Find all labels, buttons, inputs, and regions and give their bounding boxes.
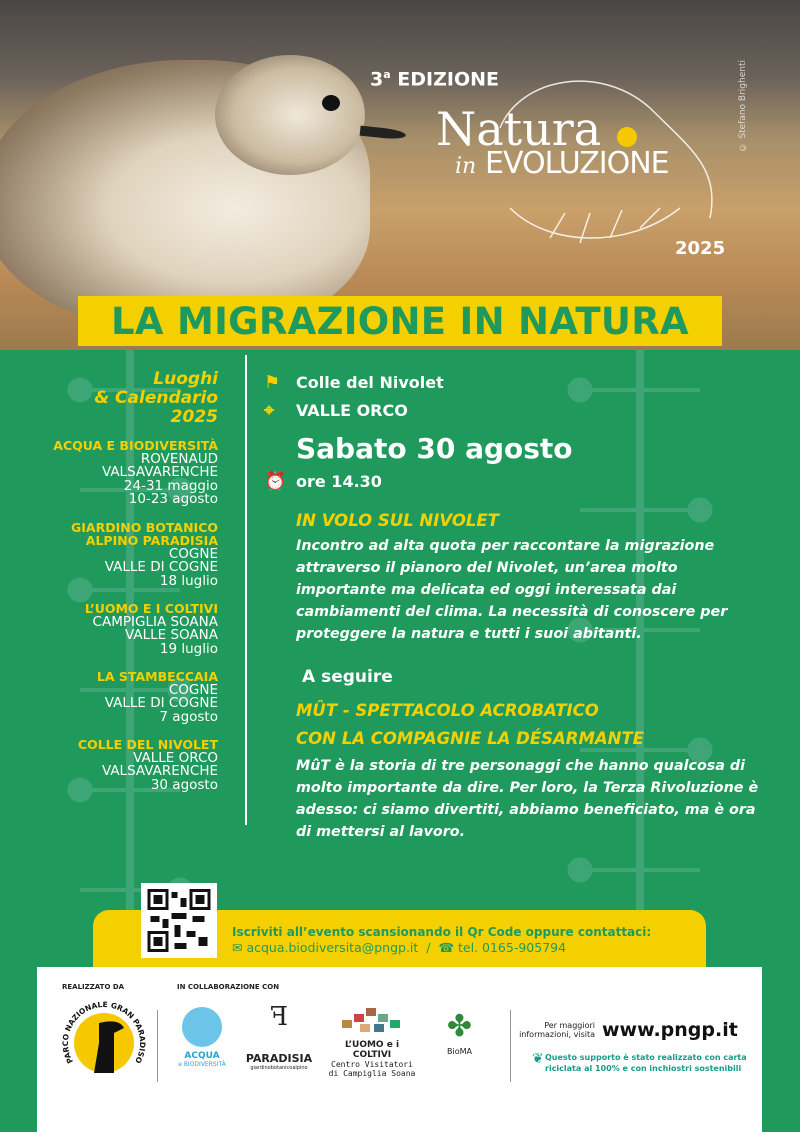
location-item: LA STAMBECCAIA COGNE VALLE DI COGNE 7 agos…	[96, 669, 218, 725]
partner-acqua: ACQUA e BIODIVERSITÀ	[172, 1007, 232, 1068]
eco-notice: Questo supporto è stato realizzato con c…	[545, 1053, 747, 1073]
logo-natura: Natura	[436, 102, 602, 156]
event-valley: VALLE ORCO	[296, 400, 408, 420]
location-item: COLLE DEL NIVOLET VALLE ORCO VALSAVARENCH…	[77, 737, 218, 793]
registration-contacts: ✉ acqua.biodiversita@pngp.it / ☎ tel. 01…	[232, 940, 566, 955]
ibex-sun-icon	[617, 127, 637, 147]
qr-code-pattern	[147, 889, 211, 952]
event-date: Sabato 30 agosto	[296, 432, 573, 465]
collab-label: IN COLLABORAZIONE CON	[177, 983, 280, 991]
event-time: ore 14.30	[296, 471, 382, 491]
activity-title-1: IN VOLO SUL NIVOLET	[296, 511, 499, 530]
phone-icon: ☎	[438, 940, 455, 955]
footer: REALIZZATO DA IN COLLABORAZIONE CON PARC…	[37, 967, 762, 1132]
following-label: A seguire	[302, 667, 393, 687]
activity-title-2b: CON LA COMPAGNIE LA DÉSARMANTE	[296, 729, 645, 748]
bird-beak	[359, 125, 407, 141]
decorative-dna-left	[67, 350, 193, 930]
activity-description-1: Incontro ad alta quota per raccontare la…	[296, 538, 728, 642]
logo-evoluzione: EVOLUZIONE	[485, 146, 670, 181]
header-photo: 3a EDIZIONE Natura in EVOLUZIONE © Stefa…	[0, 0, 800, 350]
bird-head	[215, 55, 365, 175]
location-item: GIARDINO BOTANICO ALPINO PARADISIA COGNE V…	[71, 519, 218, 589]
leaf-icon: ❦	[532, 1051, 544, 1067]
bird-eye	[322, 95, 340, 111]
website-link[interactable]: www.pngp.it	[602, 1019, 738, 1041]
festival-logo-drawing	[499, 80, 713, 244]
registration-text: Iscriviti all’evento scansionando il Qr …	[232, 925, 652, 939]
email-link[interactable]: acqua.biodiversita@pngp.it	[246, 940, 419, 955]
separator: /	[426, 940, 431, 955]
activity-title-2a: MÛT - SPETTACOLO ACROBATICO	[296, 701, 599, 720]
partner-uomo-coltivi: L’UOMO e i COLTIVI Centro Visitatori di Ca…	[327, 1002, 417, 1078]
email-icon: ✉	[232, 940, 243, 955]
bioma-leaves-icon: ✤	[446, 1009, 473, 1044]
partner-bioma: ✤ BioMA	[432, 1007, 487, 1056]
event-place: Colle del Nivolet	[296, 372, 444, 392]
photo-credit: © Stefano Brighenti	[738, 60, 748, 152]
made-by-label: REALIZZATO DA	[62, 983, 125, 991]
partner-paradisia: ꟻ PARADISIA giardinobotanicoalpino	[245, 1002, 313, 1071]
location-item: ACQUA E BIODIVERSITÀ ROVENAUD VALSAVARENC…	[53, 438, 218, 507]
activity-description-2: MûT è la storia di tre personaggi che ha…	[296, 758, 759, 840]
location-pin-icon: ⌖	[264, 399, 275, 421]
calendar-column: Luoghi & Calendario 2025 ACQUA E BIODIVERS…	[40, 370, 218, 806]
phone-link[interactable]: tel. 0165-905794	[458, 940, 567, 955]
alarm-clock-icon: ⏰	[264, 470, 287, 492]
qr-code[interactable]	[141, 883, 217, 958]
more-info-label: Per maggiori informazioni, visita	[519, 1021, 595, 1039]
calendar-heading: Luoghi & Calendario 2025	[94, 369, 218, 427]
page-title: LA MIGRAZIONE IN NATURA	[78, 296, 722, 346]
signpost-icon: ⚑	[264, 371, 281, 393]
acqua-logo-icon	[182, 1007, 222, 1047]
park-logo: PARCO NAZIONALE GRAN PARADISO	[61, 1000, 147, 1073]
column-divider	[245, 355, 247, 825]
coltivi-logo-icon	[342, 1008, 400, 1032]
logo-in: in	[455, 154, 477, 179]
edition-year: 2025	[675, 238, 726, 259]
event-details: ⚑ Colle del Nivolet ⌖ VALLE ORCO Sabato 30…	[262, 368, 762, 843]
footer-divider	[157, 1010, 158, 1082]
location-item: L’UOMO E I COLTIVI CAMPIGLIA SOANA VALLE …	[84, 601, 218, 657]
decorative-dna-right	[567, 350, 713, 910]
paradisia-logo-icon: ꟻ	[269, 1002, 289, 1032]
footer-divider	[510, 1010, 511, 1082]
edition-label: 3a EDIZIONE	[370, 68, 499, 91]
